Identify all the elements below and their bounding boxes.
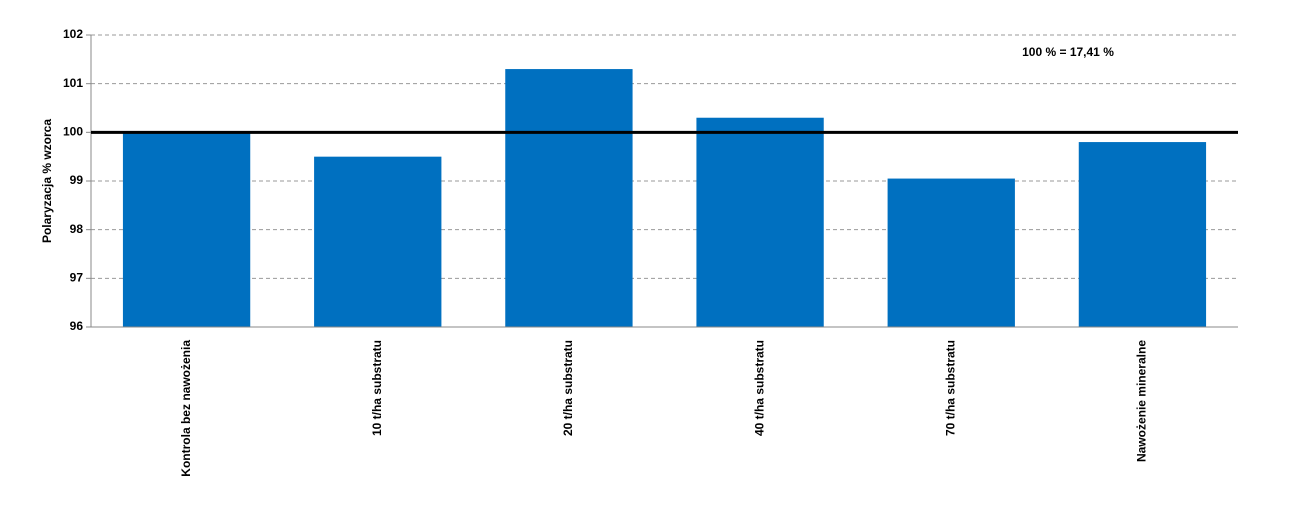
y-tick-label: 98	[70, 222, 84, 236]
y-tick-label: 100	[63, 125, 83, 139]
bar	[505, 69, 633, 328]
y-tick-label: 97	[70, 271, 84, 285]
bar	[314, 156, 442, 327]
x-tick-label: Kontrola bez nawożenia	[179, 340, 193, 477]
y-tick-label: 101	[63, 76, 83, 90]
bar	[696, 117, 824, 327]
y-tick-label: 99	[70, 173, 84, 187]
x-tick-label: 70 t/ha substratu	[943, 340, 957, 436]
x-tick-label: 20 t/ha substratu	[561, 340, 575, 436]
bar	[887, 178, 1015, 327]
x-tick-label: Nawożenie mineralne	[1135, 340, 1149, 462]
y-tick-label: 102	[63, 27, 83, 41]
bar	[1078, 142, 1207, 327]
x-tick-label: 10 t/ha substratu	[370, 340, 384, 436]
x-tick-label: 40 t/ha substratu	[752, 340, 766, 436]
y-tick-label: 96	[70, 319, 84, 333]
y-axis-label: Polaryzacja % wzorca	[40, 119, 54, 243]
annotation: 100 % = 17,41 %	[1022, 45, 1114, 59]
bar	[122, 132, 251, 327]
